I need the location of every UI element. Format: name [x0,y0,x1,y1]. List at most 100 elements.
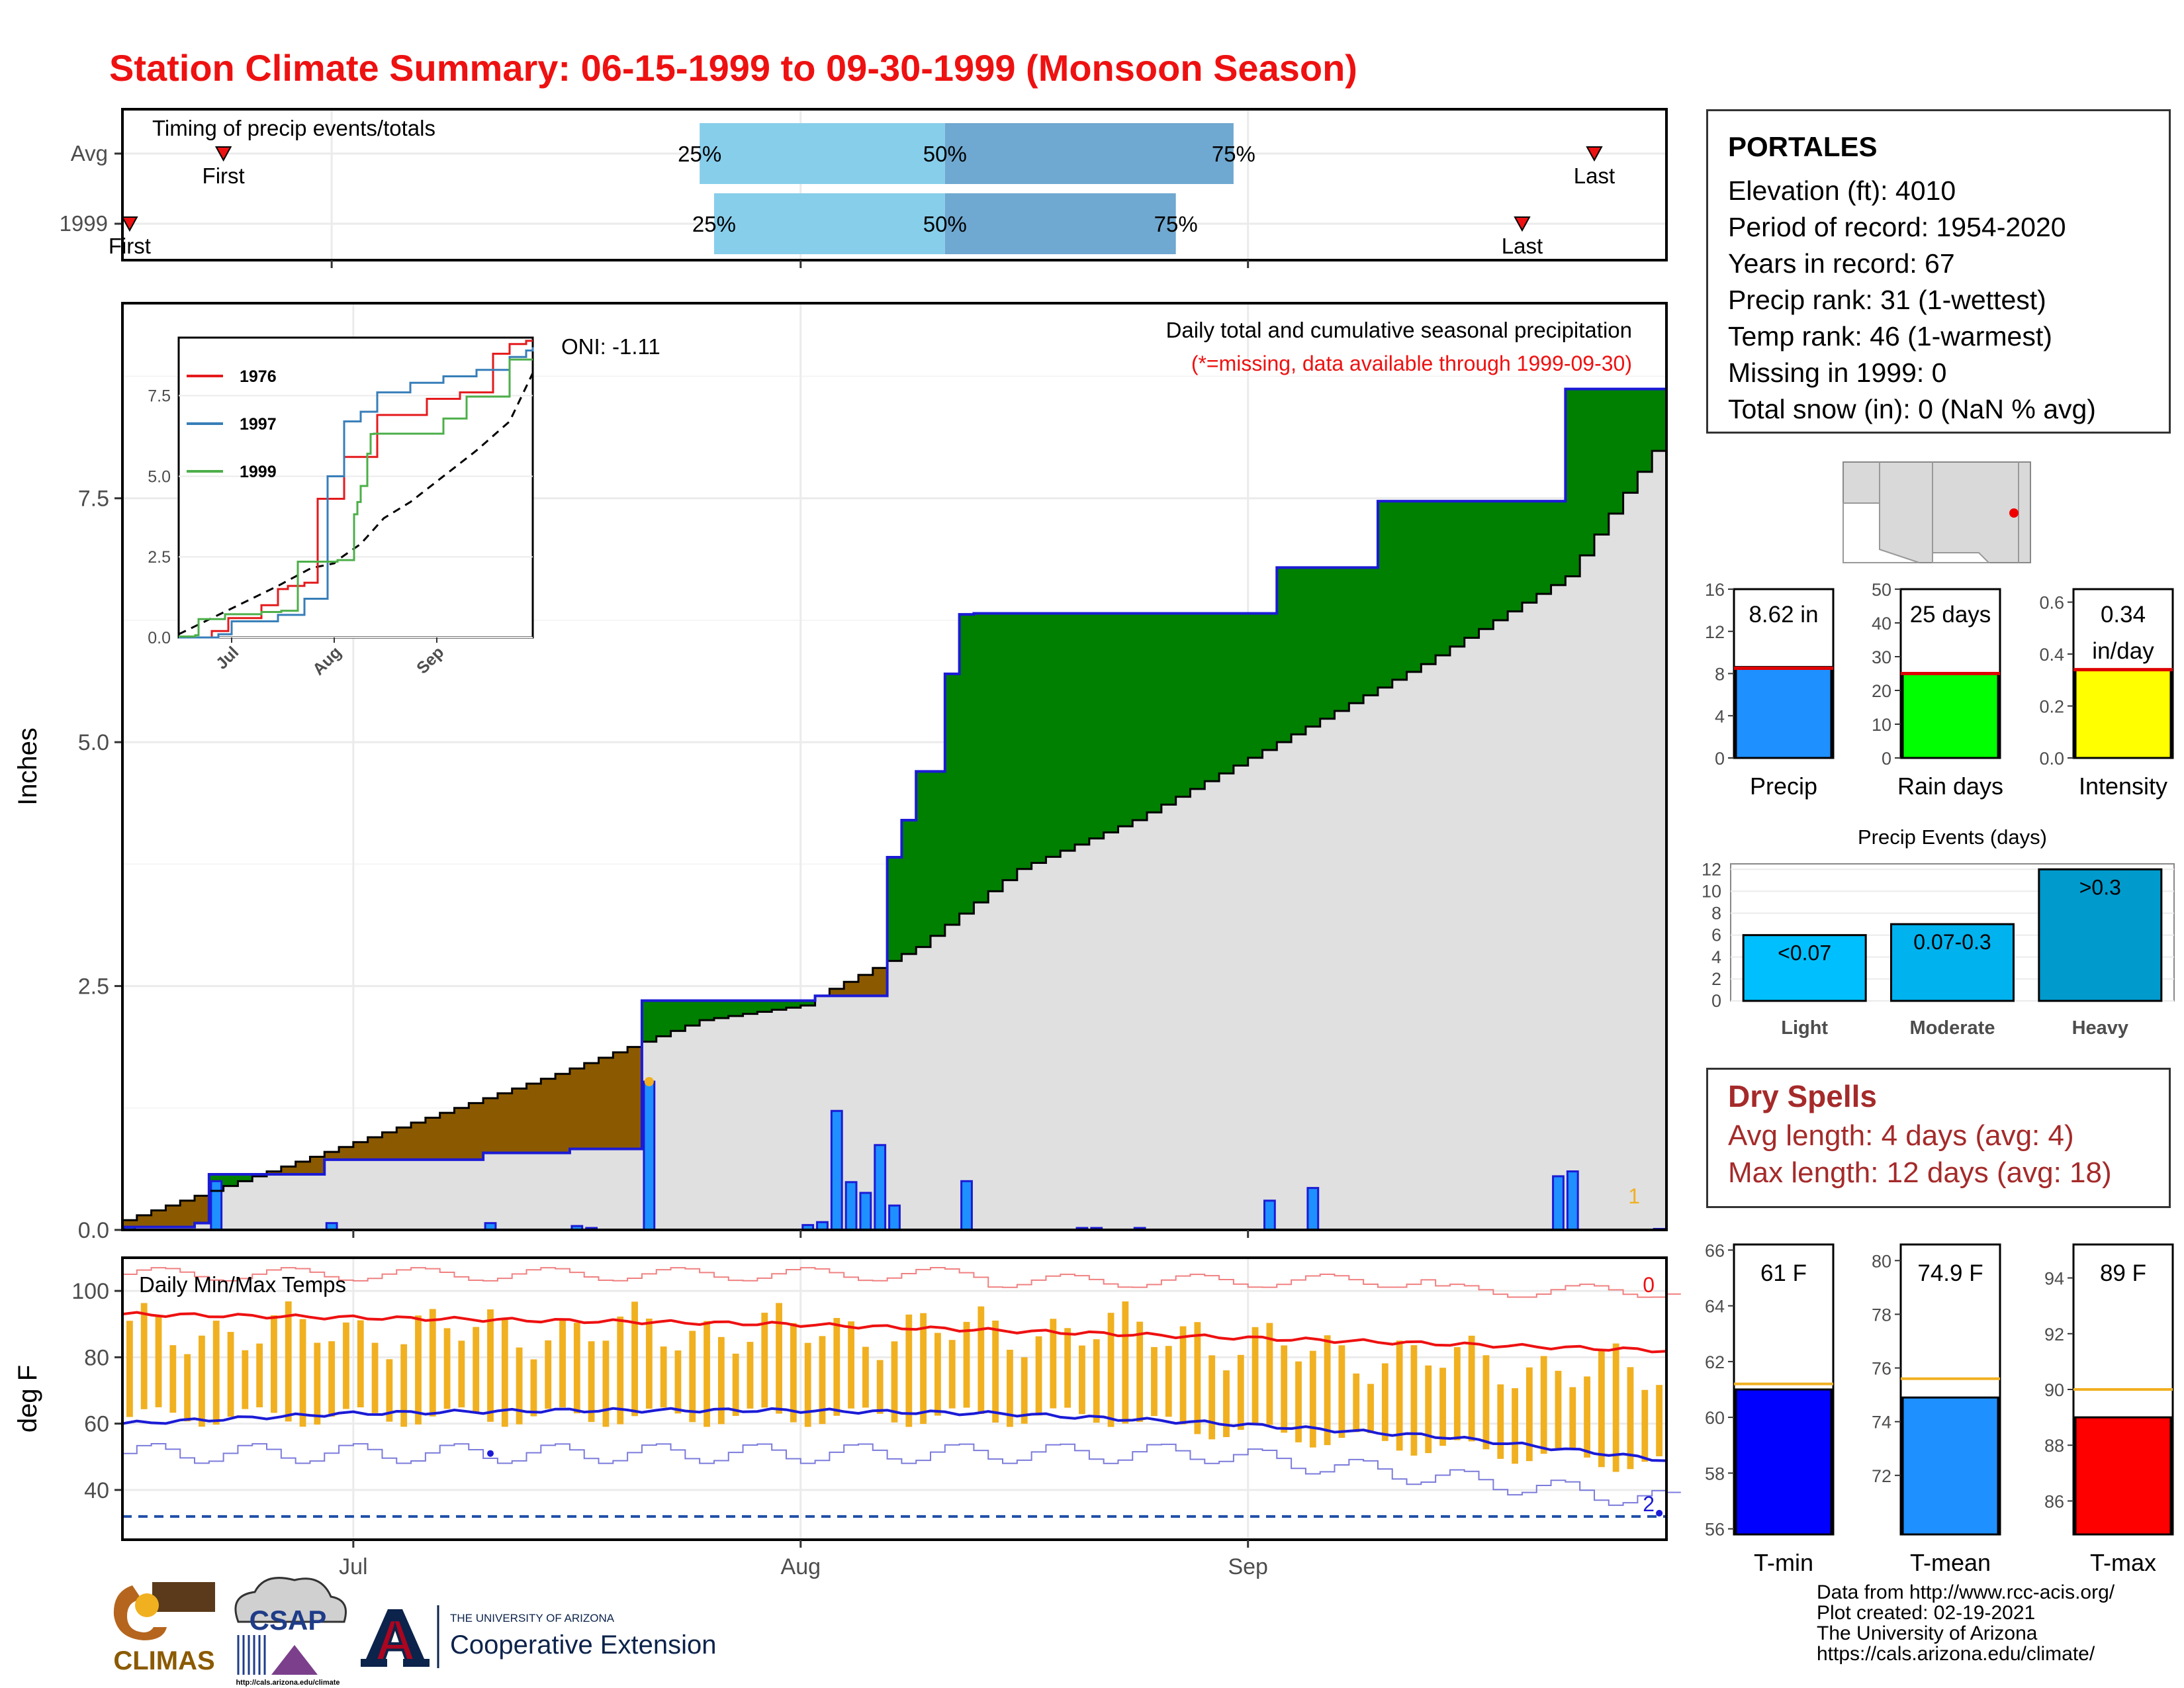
daily-temp-bar [891,1341,898,1423]
precip-events-y-tick: 2 [1711,969,1721,989]
daily-temp-bar [602,1340,610,1427]
first-event-marker [121,216,138,232]
timing-bar-50-75 [944,193,1176,254]
station-snow: Total snow (in): 0 (NaN % avg) [1728,394,2096,424]
precip_total-category-label: Precip [1750,773,1817,800]
precip_total-y-tick: 8 [1715,665,1725,684]
station-location-marker [2009,508,2019,518]
csap-logo: CSAP http://cals.arizona.edu/climate [234,1577,347,1687]
map-ocean [1843,502,1920,563]
daily-temp-bar [1107,1313,1115,1427]
temp-y-axis-title: deg F [13,1365,42,1432]
station-info-box: PORTALES Elevation (ft): 4010 Period of … [1706,109,2171,434]
rain_days-value-label: 25 days [1910,602,1991,628]
daily-precip-bar [874,1144,887,1231]
daily-precip-bar [1306,1187,1320,1231]
csap-cloud-icon [234,1577,347,1623]
x-tick-label: Jul [339,1554,367,1579]
daily-temp-bar [1064,1328,1071,1408]
daily-temp-bar [1237,1354,1244,1430]
daily-temp-bar [920,1313,927,1424]
tmean-bar [1901,1396,1999,1536]
ua-extension-name: Cooperative Extension [450,1630,716,1660]
daily-temp-bar [1482,1355,1490,1450]
tmin-y-tick: 66 [1705,1241,1725,1260]
cumulative-base-area [122,451,1666,1230]
tmax-y-tick: 88 [2044,1436,2064,1456]
tmean-y-tick: 72 [1872,1466,1891,1486]
daily-temp-bar [1512,1388,1518,1464]
inset-legend-label: 1997 [240,415,277,434]
inset-y-tick: 5.0 [148,467,171,486]
daily-precip-bar [643,1080,656,1231]
daily-temp-bar [1050,1319,1057,1409]
daily-precip-bar [844,1181,858,1231]
daily-temp-bar [271,1315,277,1413]
daily-temp-bar [386,1359,393,1422]
daily-precip-bar [888,1204,901,1231]
precip-events-bar [1742,934,1867,1002]
first-event-label: First [109,234,151,258]
daily-temp-bar [242,1350,249,1409]
tmin-y-tick: 60 [1705,1408,1725,1428]
daily-temp-bar [314,1342,321,1425]
daily-temp-bar [1251,1327,1259,1425]
timing-panel-label: Timing of precip events/totals [152,116,435,140]
tmax-bar [2074,1416,2172,1536]
last-event-label: Last [1574,164,1615,188]
intensity-y-tick: 0.0 [2039,749,2064,769]
precip_total-bar [1735,666,1833,759]
daily-temp-bar [1208,1355,1216,1440]
tmax-y-tick: 86 [2044,1491,2064,1511]
daily-temp-bar [1338,1345,1345,1438]
intensity-unit-label: in/day [2092,638,2154,664]
daily-precip-bar [210,1180,223,1231]
tmax-y-tick: 94 [2044,1269,2064,1289]
dry-spells-title: Dry Spells [1728,1079,1877,1113]
precip_total-y-tick: 12 [1705,622,1725,642]
daily-temp-bar [126,1321,133,1417]
tmean-y-tick: 80 [1872,1251,1891,1271]
precip-panel-border [121,302,1668,1231]
temp-y-tick: 100 [71,1279,109,1304]
daily-temp-bar [328,1341,336,1417]
timing-p75-label: 75% [1212,142,1255,166]
first-event-marker [214,146,232,162]
daily-temp-bar [1656,1385,1662,1456]
missing-count: 1 [1628,1184,1640,1208]
daily-temp-bar [732,1353,739,1417]
daily-temp-bar [1525,1367,1533,1462]
daily-temp-bar [948,1340,956,1409]
csap-mountain-icon [271,1645,318,1675]
precip-events-y-tick: 0 [1711,991,1721,1011]
daily-temp-bar [876,1360,884,1414]
precip_total-value-label: 8.62 in [1749,602,1818,628]
daily-temp-bar [1035,1336,1042,1416]
footer-line: https://cals.arizona.edu/climate/ [1817,1643,2095,1665]
daily-temp-bar [140,1303,148,1409]
daily-temp-bar [1281,1345,1288,1433]
daily-temp-bar [660,1346,667,1408]
daily-temp-bar [1584,1376,1590,1458]
daily-temp-bar [1627,1367,1634,1470]
climas-logo: CLIMAS [113,1582,215,1675]
dry-spells-max: Max length: 12 days (avg: 18) [1728,1156,2112,1189]
daily-temp-bar [963,1321,970,1408]
daily-temp-bar [357,1320,364,1408]
ua-logo: A THE UNIVERSITY OF ARIZONA Cooperative Ex… [361,1605,716,1674]
average-max-line [122,1311,1667,1354]
rain_days-y-tick: 40 [1872,614,1891,633]
precip-panel-subheader: (*=missing, data available through 1999-… [1191,352,1632,375]
footer-credits: Data from http://www.rcc-acis.org/ Plot … [1817,1582,2115,1664]
timing-p75-label: 75% [1154,212,1198,236]
inset-series-line [179,347,534,639]
rain_days-y-tick: 50 [1872,580,1891,600]
daily-temp-bar [545,1340,552,1409]
precip-events-y-tick: 6 [1711,925,1721,945]
footer-line: The University of Arizona [1817,1622,2038,1644]
daily-temp-bar [1309,1350,1316,1448]
last-event-label: Last [1502,234,1543,258]
observed-cumulative-line [122,387,1666,1229]
record-min-line [122,1443,1681,1506]
